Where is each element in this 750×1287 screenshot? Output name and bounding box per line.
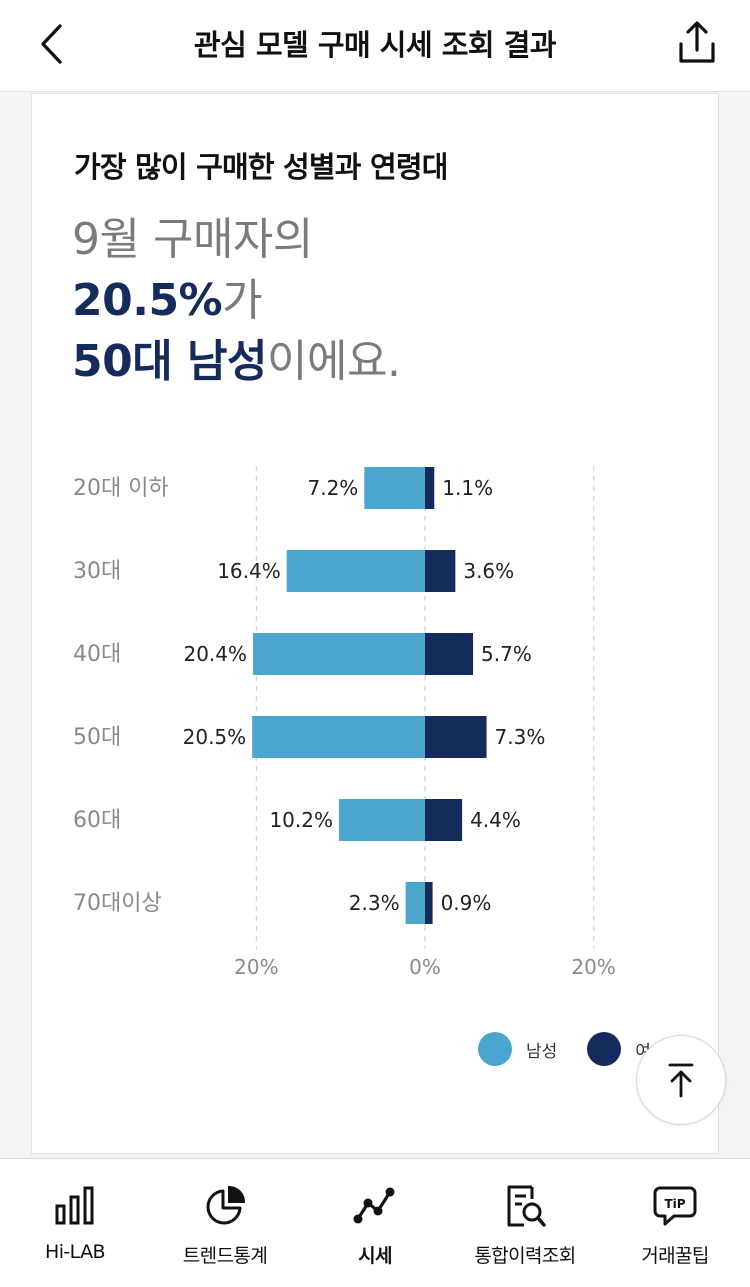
app-header: 관심 모델 구매 시세 조회 결과	[0, 0, 750, 92]
bar-value-male: 10.2%	[269, 808, 333, 832]
bar-female	[425, 467, 435, 509]
back-button[interactable]	[30, 20, 80, 70]
bar-value-female: 1.1%	[442, 476, 493, 500]
bar-female	[425, 799, 463, 841]
share-button[interactable]	[670, 16, 724, 70]
bar-male	[339, 799, 425, 841]
document-search-icon	[507, 1185, 546, 1227]
pie-chart-icon	[206, 1185, 246, 1225]
bar-chart-icon	[55, 1186, 94, 1225]
tip-bubble-icon: TiP	[653, 1186, 697, 1226]
bar-value-male: 2.3%	[349, 891, 400, 915]
summary-percent: 20.5%	[72, 275, 223, 326]
bar-value-female: 5.7%	[481, 642, 532, 666]
summary-line-3: 50대 남성이에요.	[72, 331, 401, 392]
bar-value-male: 16.4%	[217, 559, 281, 583]
bar-female	[425, 550, 456, 592]
summary-line-2-suffix: 가	[222, 275, 263, 326]
arrow-up-to-top-icon	[668, 1063, 694, 1098]
page-title: 관심 모델 구매 시세 조회 결과	[193, 28, 557, 62]
chart-legend: 남성 여성	[478, 1032, 697, 1066]
tab-label: Hi-LAB	[45, 1241, 105, 1263]
share-icon	[679, 21, 715, 63]
bar-male	[405, 882, 425, 924]
bottom-tab-bar: Hi-LAB 트렌드통계 시세 통합이력조회 Ti	[0, 1158, 750, 1287]
x-tick-label: 0%	[409, 955, 441, 979]
age-category-label: 30대	[73, 559, 121, 584]
x-tick-label: 20%	[234, 955, 278, 979]
tab-price[interactable]: 시세	[300, 1159, 450, 1287]
tab-hi-lab[interactable]: Hi-LAB	[0, 1159, 150, 1287]
summary-line-1: 9월 구매자의	[72, 214, 313, 265]
bar-male	[252, 716, 425, 758]
svg-text:TiP: TiP	[664, 1197, 685, 1211]
chevron-left-icon	[41, 24, 62, 64]
gender-age-card: 가장 많이 구매한 성별과 연령대 9월 구매자의 20.5%가 50대 남성이…	[31, 93, 719, 1154]
bar-value-male: 20.4%	[183, 642, 247, 666]
bar-male	[253, 633, 425, 675]
summary-line-3-suffix: 이에요.	[267, 336, 401, 387]
bar-female	[425, 882, 433, 924]
card-heading: 가장 많이 구매한 성별과 연령대	[74, 150, 448, 184]
age-category-label: 60대	[73, 808, 121, 833]
bar-value-female: 0.9%	[441, 891, 492, 915]
legend-label-male: 남성	[526, 1041, 558, 1062]
tab-history-lookup[interactable]: 통합이력조회	[450, 1159, 600, 1287]
bar-male	[286, 550, 425, 592]
bar-female	[425, 633, 474, 675]
x-tick-label: 20%	[571, 955, 615, 979]
tab-label: 트렌드통계	[182, 1245, 268, 1267]
summary-line-2: 20.5%가	[72, 270, 400, 331]
tab-label: 시세	[358, 1245, 392, 1267]
gender-age-bar-chart: 20대 이하 7.2% 1.1% 30대 16.4% 3.6% 40대 20.4% 5.7% 50…	[73, 466, 616, 979]
bar-value-male: 20.5%	[183, 725, 247, 749]
scroll-top-button[interactable]	[636, 1035, 726, 1125]
summary-group: 50대 남성	[72, 336, 268, 387]
bar-value-female: 3.6%	[463, 559, 514, 583]
summary-text: 9월 구매자의 20.5%가 50대 남성이에요.	[72, 209, 401, 392]
legend-dot-male	[478, 1032, 512, 1066]
bar-value-female: 4.4%	[470, 808, 521, 832]
legend-item-male: 남성	[478, 1032, 557, 1066]
tab-label: 통합이력조회	[474, 1245, 576, 1267]
tab-trade-tips[interactable]: TiP 거래꿀팁	[600, 1159, 750, 1287]
age-category-label: 70대이상	[73, 891, 162, 916]
age-category-label: 40대	[73, 642, 121, 667]
bar-male	[364, 467, 425, 509]
bar-value-female: 7.3%	[495, 725, 546, 749]
line-chart-icon	[353, 1187, 395, 1224]
tab-label: 거래꿀팁	[641, 1245, 709, 1267]
legend-dot-female	[587, 1032, 622, 1066]
bar-value-male: 7.2%	[307, 476, 358, 500]
age-category-label: 20대 이하	[73, 476, 169, 501]
bar-female	[425, 716, 487, 758]
age-category-label: 50대	[73, 725, 121, 750]
tab-trend-stats[interactable]: 트렌드통계	[150, 1159, 300, 1287]
